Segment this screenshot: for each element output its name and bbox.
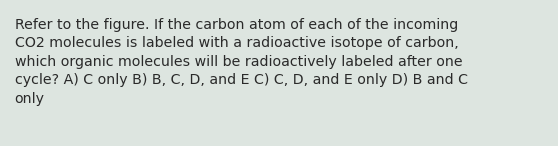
Text: Refer to the figure. If the carbon atom of each of the incoming
CO2 molecules is: Refer to the figure. If the carbon atom … bbox=[15, 18, 468, 106]
